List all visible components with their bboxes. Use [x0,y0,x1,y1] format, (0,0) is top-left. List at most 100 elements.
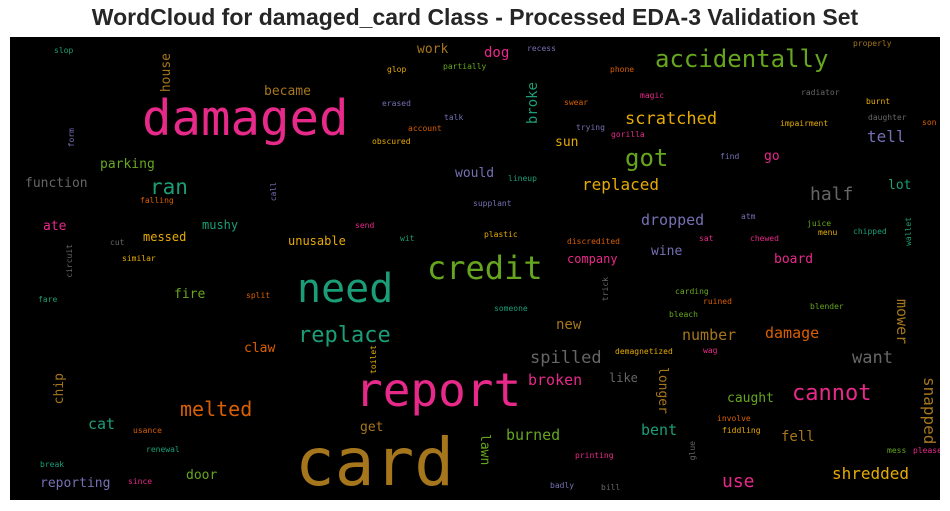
word-chip: chip [52,373,67,405]
word-number: number [682,326,737,344]
word-melted: melted [180,397,253,421]
word-use: use [722,471,755,492]
word-split: split [246,291,271,300]
word-go: go [764,149,780,164]
word-cloud-canvas: card report damaged need credit accidentally r… [10,37,940,500]
word-became: became [264,84,311,99]
word-partially: partially [443,62,487,71]
word-ruined: ruined [703,297,732,306]
word-mushy: mushy [202,218,239,232]
word-properly: properly [853,39,892,48]
word-function: function [25,176,88,191]
word-accidentally: accidentally [655,45,829,73]
word-want: want [852,348,893,368]
word-replace: replace [298,323,391,348]
word-atm: atm [741,212,756,221]
word-need: need [297,266,394,312]
word-supplant: supplant [473,199,512,208]
word-find: find [720,152,740,161]
word-sat: sat [699,234,714,243]
word-bent: bent [641,421,678,439]
word-unusable: unusable [288,234,346,248]
word-printing: printing [575,451,614,460]
word-wine: wine [651,244,683,259]
word-lawn: lawn [477,434,492,466]
word-longer: longer [655,367,670,414]
word-messed: messed [143,230,187,244]
word-card: card [295,424,454,500]
word-gorilla: gorilla [611,130,645,139]
word-mess: mess [887,446,907,455]
word-renewal: renewal [146,445,180,454]
word-magic: magic [640,91,665,100]
word-please: please [913,446,940,455]
word-board: board [774,252,814,267]
word-half: half [810,184,854,205]
word-burnt: burnt [866,97,891,106]
word-call: call [269,182,278,202]
word-chewed: chewed [750,234,779,243]
word-involve: involve [717,414,751,423]
word-daughter: daughter [868,113,907,122]
word-break: break [40,460,65,469]
word-cannot: cannot [792,381,872,406]
word-dog: dog [484,45,510,61]
word-juice: juice [807,219,832,228]
word-wit: wit [400,234,415,243]
word-dropped: dropped [641,211,705,229]
word-toilet: toilet [369,345,378,374]
word-claw: claw [244,341,276,356]
word-get: get [360,420,384,435]
word-credit: credit [427,249,543,287]
word-caught: caught [727,391,774,406]
word-usance: usance [133,426,162,435]
word-sun: sun [555,135,579,150]
word-fire: fire [174,287,206,302]
word-erased: erased [382,99,411,108]
word-house: house [159,53,174,93]
chart-title: WordCloud for damaged_card Class - Proce… [91,4,859,30]
word-blender: blender [810,302,844,311]
word-send: send [355,221,375,230]
word-cut: cut [110,238,125,247]
word-badly: badly [550,481,575,490]
word-parking: parking [100,157,155,172]
word-fell: fell [781,429,815,445]
word-swear: swear [564,98,589,107]
word-damaged: damaged [142,90,349,147]
word-circuit: circuit [65,244,74,278]
word-glue: glue [688,441,697,461]
word-radiator: radiator [801,88,840,97]
word-menu: menu [818,228,838,237]
word-work: work [417,42,449,57]
word-similar: similar [122,254,156,263]
word-got: got [625,144,669,172]
word-like: like [609,371,638,385]
word-form: form [67,128,76,148]
word-replaced: replaced [582,175,660,194]
word-glop: glop [387,65,407,74]
word-reporting: reporting [40,476,111,491]
word-obscured: obscured [372,137,411,146]
word-falling: falling [140,196,174,205]
word-burned: burned [506,426,561,444]
word-demagnetized: demagnetized [615,347,673,356]
word-trick: trick [601,277,610,302]
word-new: new [556,317,582,333]
word-since: since [128,477,153,486]
word-phone: phone [610,65,635,74]
word-impairment: impairment [780,119,829,128]
word-son: son [922,118,937,127]
word-account: account [408,124,442,133]
word-tell: tell [867,127,906,146]
word-mower: mower [893,299,911,345]
word-plastic: plastic [484,230,518,239]
word-lot: lot [888,178,912,193]
word-discredited: discredited [567,237,620,246]
word-wag: wag [703,346,718,355]
word-lineup: lineup [508,174,537,183]
word-damage: damage [765,324,820,342]
word-talk: talk [444,113,464,122]
word-door: door [186,468,218,483]
word-shredded: shredded [832,464,910,483]
